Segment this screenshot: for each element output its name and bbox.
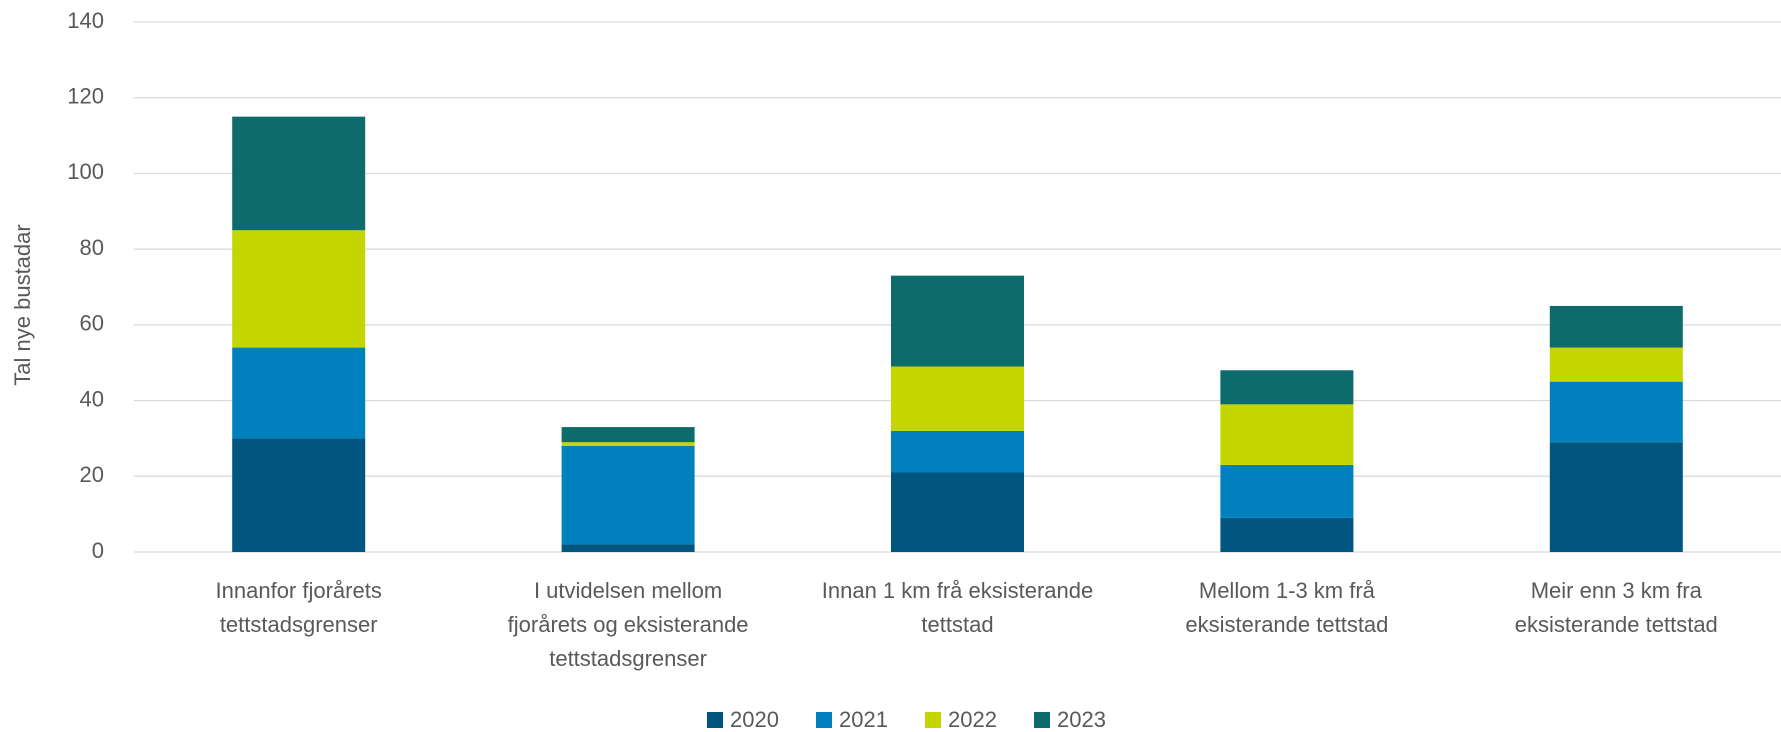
y-tick-label: 60 xyxy=(80,311,104,336)
bar-segment xyxy=(1549,305,1683,348)
bar-segment xyxy=(232,116,366,231)
x-tick-label: tettstad xyxy=(921,612,993,637)
y-tick-label: 120 xyxy=(67,84,104,109)
bar-segment xyxy=(561,427,695,443)
bar-segment xyxy=(1220,464,1354,518)
x-tick-label: Innanfor fjorårets xyxy=(216,578,382,603)
legend-label: 2020 xyxy=(730,707,779,732)
bar-segment xyxy=(1549,442,1683,552)
y-tick-label: 100 xyxy=(67,159,104,184)
bar-segment xyxy=(1549,347,1683,382)
bar-segment xyxy=(232,438,366,552)
legend-swatch xyxy=(925,712,941,728)
y-axis-label: Tal nye bustadar xyxy=(10,224,35,385)
legend-swatch xyxy=(816,712,832,728)
bar-segment xyxy=(891,430,1024,473)
y-tick-label: 0 xyxy=(92,538,104,563)
bar-segment xyxy=(232,230,366,348)
legend-label: 2021 xyxy=(839,707,888,732)
y-tick-label: 140 xyxy=(67,8,104,33)
x-tick-label: tettstadsgrenser xyxy=(220,612,378,637)
x-tick-label: fjorårets og eksisterande xyxy=(508,612,749,637)
y-tick-label: 20 xyxy=(80,462,104,487)
bar-segment xyxy=(561,442,695,446)
bar-segment xyxy=(1220,404,1354,465)
x-tick-label: I utvidelsen mellom xyxy=(534,578,722,603)
x-tick-label: Mellom 1-3 km frå xyxy=(1199,578,1376,603)
bar-segment xyxy=(891,472,1024,552)
y-tick-label: 40 xyxy=(80,386,104,411)
bar-segment xyxy=(561,544,695,552)
bar-segment xyxy=(1549,381,1683,443)
bar-segment xyxy=(232,347,366,439)
x-tick-label: Meir enn 3 km fra xyxy=(1531,578,1703,603)
bar-segment xyxy=(1220,517,1354,552)
legend-label: 2023 xyxy=(1057,707,1106,732)
bar-segment xyxy=(891,366,1024,431)
legend-label: 2022 xyxy=(948,707,997,732)
x-tick-label: eksisterande tettstad xyxy=(1515,612,1718,637)
bar-segment xyxy=(1220,370,1354,405)
legend-swatch xyxy=(1034,712,1050,728)
legend-swatch xyxy=(707,712,723,728)
y-tick-label: 80 xyxy=(80,235,104,260)
bar-segment xyxy=(561,446,695,545)
x-tick-label: tettstadsgrenser xyxy=(549,646,707,671)
bar-segment xyxy=(891,275,1024,367)
x-tick-label: eksisterande tettstad xyxy=(1185,612,1388,637)
x-tick-label: Innan 1 km frå eksisterande xyxy=(822,578,1093,603)
